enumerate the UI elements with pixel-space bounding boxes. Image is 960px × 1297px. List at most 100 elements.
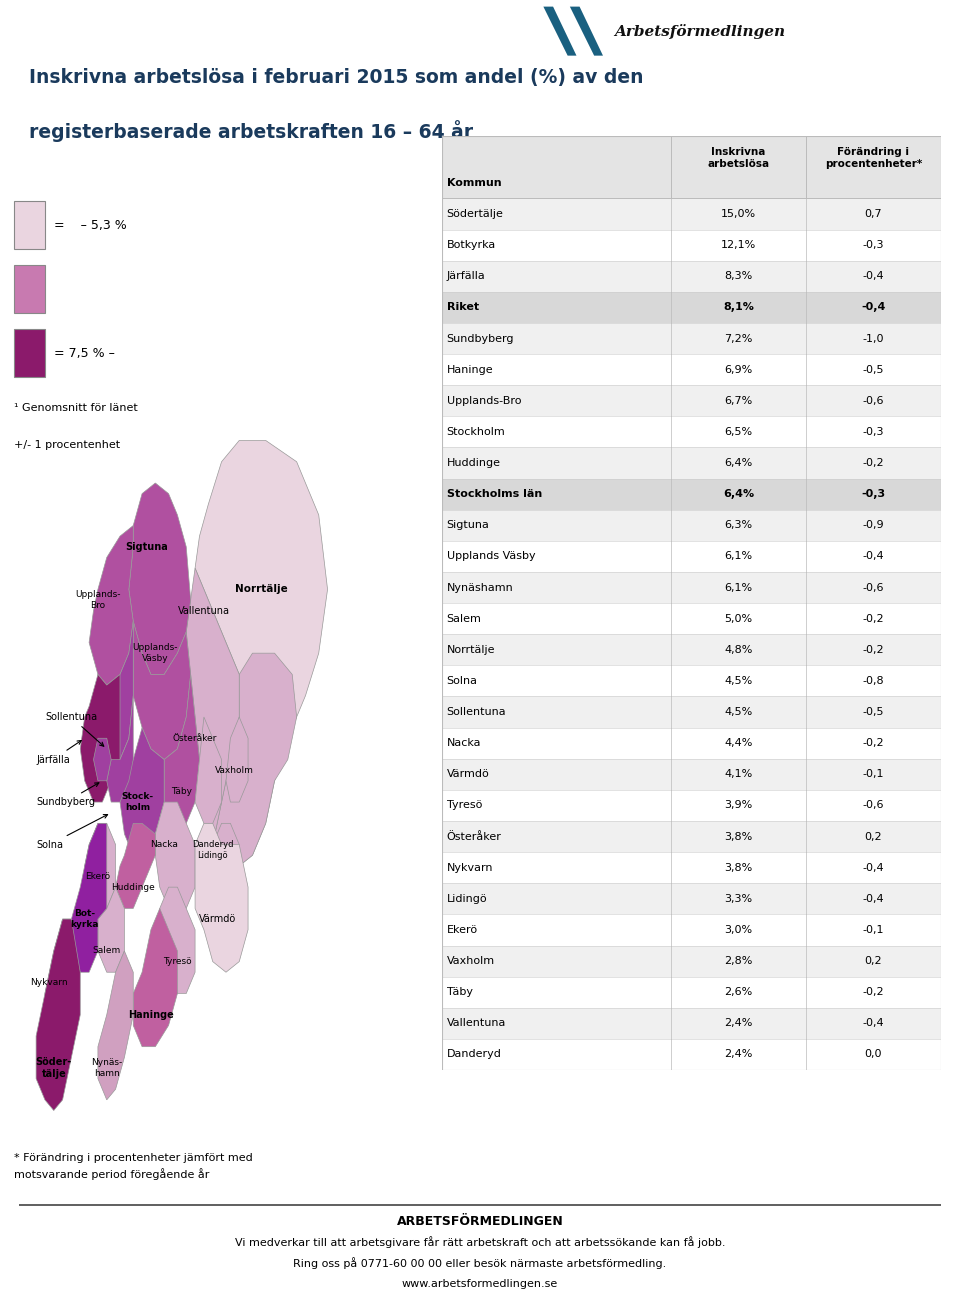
Text: 3,0%: 3,0% [725,925,753,935]
Text: Riket: Riket [446,302,479,313]
Text: Norrtälje: Norrtälje [235,585,288,594]
Text: Österåker: Österåker [446,831,501,842]
Bar [442,728,941,759]
Text: Nynäs-
hamn: Nynäs- hamn [91,1058,122,1078]
Polygon shape [195,717,222,824]
Bar [442,1039,941,1070]
Text: Kommun: Kommun [446,178,501,188]
Text: 4,5%: 4,5% [725,676,753,686]
Text: 0,7: 0,7 [865,209,882,219]
Text: Salem: Salem [92,947,121,956]
Text: Ring oss på 0771-60 00 00 eller besök närmaste arbetsförmedling.: Ring oss på 0771-60 00 00 eller besök nä… [294,1258,666,1270]
Text: Inskrivna
arbetslösa: Inskrivna arbetslösa [708,147,770,170]
Bar [442,541,941,572]
Text: 2,4%: 2,4% [725,1018,753,1029]
Text: Täby: Täby [446,987,472,997]
Text: Upplands-
Väsby: Upplands- Väsby [132,643,178,663]
Text: 8,3%: 8,3% [725,271,753,281]
Polygon shape [89,525,133,685]
Text: -0,4: -0,4 [863,551,884,562]
Text: ¹ Genomsnitt för länet: ¹ Genomsnitt för länet [14,403,138,414]
Text: Sundbyberg: Sundbyberg [446,333,515,344]
Text: 6,9%: 6,9% [725,364,753,375]
Text: Järfälla: Järfälla [446,271,486,281]
Bar [442,1008,941,1039]
Text: Danderyd: Danderyd [446,1049,501,1060]
Text: -0,4: -0,4 [863,863,884,873]
Text: 0,2: 0,2 [865,831,882,842]
Text: 6,1%: 6,1% [725,582,753,593]
Text: 6,5%: 6,5% [725,427,753,437]
Bar [442,510,941,541]
Text: Ekerö: Ekerö [446,925,478,935]
Text: Nykvarn: Nykvarn [31,978,68,987]
Text: 2,8%: 2,8% [725,956,753,966]
Polygon shape [98,951,133,1100]
Text: 12,1%: 12,1% [721,240,756,250]
Bar [442,696,941,728]
Bar [442,634,941,665]
Text: +/- 1 procentenhet: +/- 1 procentenhet [14,441,120,450]
Text: Sollentuna: Sollentuna [446,707,506,717]
Text: Lidingö: Lidingö [446,894,488,904]
Text: Södertälje: Södertälje [446,209,503,219]
Text: Vaxholm: Vaxholm [215,765,254,774]
Bar [442,914,941,946]
Bar [442,883,941,914]
Bar [442,946,941,977]
Bar [442,198,941,230]
Text: 3,9%: 3,9% [725,800,753,811]
Text: Stockholms län: Stockholms län [446,489,541,499]
Bar [442,261,941,292]
Bar [442,759,941,790]
Text: Huddinge: Huddinge [111,883,156,891]
Text: Tyresö: Tyresö [163,957,192,966]
Text: Täby: Täby [171,787,192,796]
Text: 7,2%: 7,2% [725,333,753,344]
Bar [442,323,941,354]
Bar [442,572,941,603]
Text: 8,1%: 8,1% [723,302,754,313]
Text: Haninge: Haninge [446,364,493,375]
Text: -0,3: -0,3 [861,489,885,499]
Text: -0,4: -0,4 [861,302,885,313]
Text: Sundbyberg: Sundbyberg [36,783,99,807]
Polygon shape [164,674,200,834]
Text: 4,1%: 4,1% [725,769,753,779]
Text: Vi medverkar till att arbetsgivare får rätt arbetskraft och att arbetssökande ka: Vi medverkar till att arbetsgivare får r… [235,1236,725,1248]
Text: 2,6%: 2,6% [725,987,753,997]
Text: Förändring i
procentenheter*: Förändring i procentenheter* [825,147,922,170]
Text: -0,2: -0,2 [863,458,884,468]
Text: 4,8%: 4,8% [725,645,753,655]
Polygon shape [93,738,111,781]
Text: Söder-
tälje: Söder- tälje [36,1057,72,1079]
Text: 2,4%: 2,4% [725,1049,753,1060]
Polygon shape [213,824,239,877]
Text: 6,3%: 6,3% [725,520,753,530]
Text: ARBETSFÖRMEDLINGEN: ARBETSFÖRMEDLINGEN [396,1214,564,1228]
Text: -0,6: -0,6 [863,396,884,406]
Text: -0,1: -0,1 [863,925,884,935]
Bar [442,977,941,1008]
Text: 0,2: 0,2 [865,956,882,966]
Text: Bot-
kyrka: Bot- kyrka [70,909,99,929]
Text: 4,4%: 4,4% [725,738,753,748]
Polygon shape [98,887,125,973]
Text: 3,3%: 3,3% [725,894,753,904]
Text: Norrtälje: Norrtälje [446,645,495,655]
Polygon shape [45,920,71,1014]
Text: -0,2: -0,2 [863,613,884,624]
Text: Nykvarn: Nykvarn [446,863,493,873]
Bar [442,603,941,634]
Text: -0,1: -0,1 [863,769,884,779]
Bar [442,821,941,852]
Text: Nynäshamn: Nynäshamn [446,582,514,593]
Text: Danderyd
Lidingö: Danderyd Lidingö [192,840,233,860]
Text: Haninge: Haninge [128,1010,174,1019]
Text: -0,2: -0,2 [863,987,884,997]
Text: Arbetsförmedlingen: Arbetsförmedlingen [614,23,785,39]
Text: -0,6: -0,6 [863,800,884,811]
Text: 3,8%: 3,8% [725,863,753,873]
Text: -0,4: -0,4 [863,894,884,904]
Text: Stock-
holm: Stock- holm [122,792,154,812]
